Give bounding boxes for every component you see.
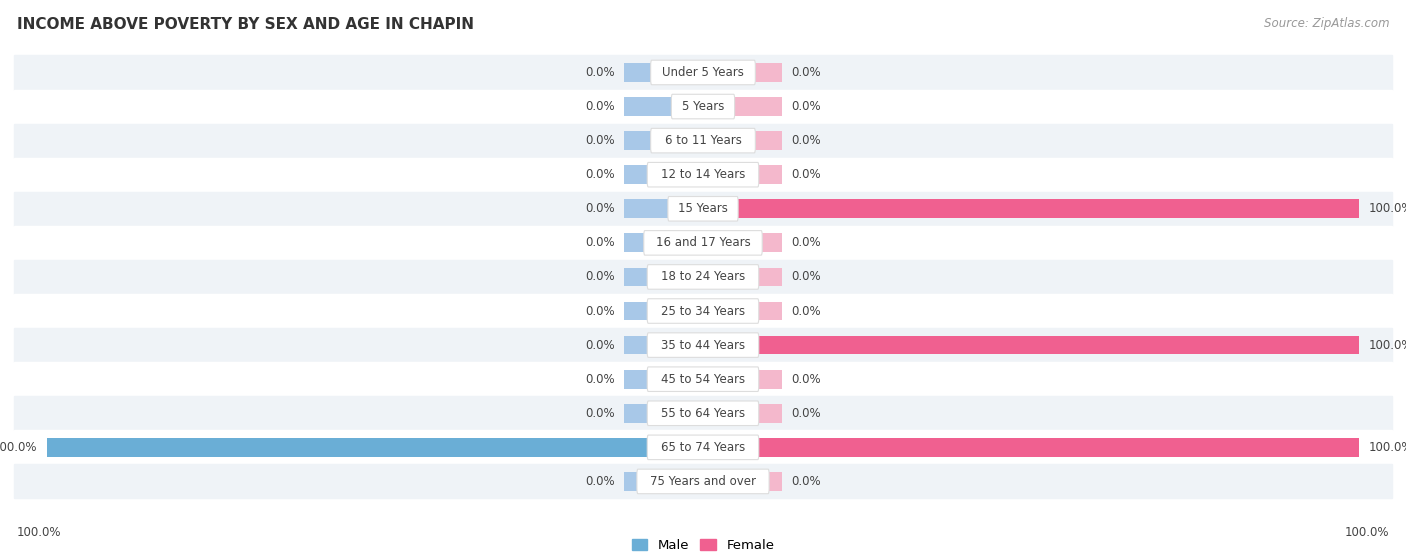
Bar: [703, 268, 782, 286]
Text: Under 5 Years: Under 5 Years: [662, 66, 744, 79]
Bar: [703, 302, 782, 320]
Text: 100.0%: 100.0%: [1369, 202, 1406, 215]
Text: 0.0%: 0.0%: [792, 236, 821, 249]
Text: 0.0%: 0.0%: [792, 271, 821, 283]
Text: 75 Years and over: 75 Years and over: [650, 475, 756, 488]
Bar: [703, 234, 782, 252]
Bar: [14, 328, 1392, 362]
Bar: [14, 260, 1392, 294]
Bar: [14, 226, 1392, 260]
Bar: [624, 472, 703, 491]
Text: 0.0%: 0.0%: [585, 202, 614, 215]
Bar: [14, 124, 1392, 158]
Text: 6 to 11 Years: 6 to 11 Years: [665, 134, 741, 147]
Text: Source: ZipAtlas.com: Source: ZipAtlas.com: [1264, 17, 1389, 30]
Text: 0.0%: 0.0%: [585, 339, 614, 352]
Text: 0.0%: 0.0%: [585, 305, 614, 318]
FancyBboxPatch shape: [647, 333, 759, 357]
Text: 12 to 14 Years: 12 to 14 Years: [661, 168, 745, 181]
Bar: [14, 158, 1392, 192]
Bar: [624, 234, 703, 252]
FancyBboxPatch shape: [647, 264, 759, 289]
FancyBboxPatch shape: [647, 435, 759, 459]
Bar: [624, 200, 703, 218]
Text: 55 to 64 Years: 55 to 64 Years: [661, 407, 745, 420]
Text: 100.0%: 100.0%: [1369, 441, 1406, 454]
Bar: [624, 131, 703, 150]
FancyBboxPatch shape: [637, 469, 769, 494]
Text: 5 Years: 5 Years: [682, 100, 724, 113]
Bar: [46, 438, 703, 457]
Text: 18 to 24 Years: 18 to 24 Years: [661, 271, 745, 283]
Bar: [624, 268, 703, 286]
Bar: [624, 97, 703, 116]
Bar: [703, 438, 1360, 457]
Text: 0.0%: 0.0%: [792, 373, 821, 386]
Bar: [14, 465, 1392, 499]
Text: 0.0%: 0.0%: [585, 373, 614, 386]
Bar: [703, 370, 782, 389]
Text: 100.0%: 100.0%: [1369, 339, 1406, 352]
Text: 16 and 17 Years: 16 and 17 Years: [655, 236, 751, 249]
Text: 45 to 54 Years: 45 to 54 Years: [661, 373, 745, 386]
Text: 35 to 44 Years: 35 to 44 Years: [661, 339, 745, 352]
Bar: [703, 472, 782, 491]
Text: 0.0%: 0.0%: [792, 305, 821, 318]
Text: 0.0%: 0.0%: [585, 66, 614, 79]
Bar: [14, 294, 1392, 328]
Text: 0.0%: 0.0%: [585, 407, 614, 420]
Bar: [624, 165, 703, 184]
Legend: Male, Female: Male, Female: [626, 533, 780, 557]
FancyBboxPatch shape: [647, 163, 759, 187]
Bar: [624, 336, 703, 354]
Bar: [14, 362, 1392, 396]
Text: 100.0%: 100.0%: [1344, 527, 1389, 539]
Bar: [14, 55, 1392, 89]
Bar: [624, 63, 703, 82]
FancyBboxPatch shape: [647, 401, 759, 425]
FancyBboxPatch shape: [651, 129, 755, 153]
FancyBboxPatch shape: [644, 231, 762, 255]
Bar: [14, 89, 1392, 124]
Text: 0.0%: 0.0%: [792, 475, 821, 488]
FancyBboxPatch shape: [651, 60, 755, 85]
FancyBboxPatch shape: [647, 299, 759, 323]
Text: 0.0%: 0.0%: [585, 271, 614, 283]
Text: INCOME ABOVE POVERTY BY SEX AND AGE IN CHAPIN: INCOME ABOVE POVERTY BY SEX AND AGE IN C…: [17, 17, 474, 32]
Text: 15 Years: 15 Years: [678, 202, 728, 215]
Text: 0.0%: 0.0%: [585, 100, 614, 113]
Bar: [624, 302, 703, 320]
Bar: [14, 430, 1392, 465]
FancyBboxPatch shape: [671, 94, 735, 119]
Text: 0.0%: 0.0%: [792, 100, 821, 113]
Bar: [624, 370, 703, 389]
Text: 0.0%: 0.0%: [792, 168, 821, 181]
Bar: [703, 63, 782, 82]
Text: 0.0%: 0.0%: [585, 475, 614, 488]
Bar: [703, 404, 782, 423]
Bar: [624, 404, 703, 423]
Bar: [14, 192, 1392, 226]
Text: 0.0%: 0.0%: [585, 236, 614, 249]
Text: 0.0%: 0.0%: [792, 407, 821, 420]
Text: 0.0%: 0.0%: [792, 66, 821, 79]
Text: 25 to 34 Years: 25 to 34 Years: [661, 305, 745, 318]
Text: 100.0%: 100.0%: [0, 441, 37, 454]
Text: 0.0%: 0.0%: [585, 168, 614, 181]
Bar: [703, 131, 782, 150]
Bar: [703, 336, 1360, 354]
Bar: [14, 396, 1392, 430]
Bar: [703, 165, 782, 184]
Text: 100.0%: 100.0%: [17, 527, 62, 539]
Bar: [703, 200, 1360, 218]
Text: 0.0%: 0.0%: [792, 134, 821, 147]
FancyBboxPatch shape: [668, 197, 738, 221]
Text: 0.0%: 0.0%: [585, 134, 614, 147]
Text: 65 to 74 Years: 65 to 74 Years: [661, 441, 745, 454]
FancyBboxPatch shape: [647, 367, 759, 391]
Bar: [703, 97, 782, 116]
